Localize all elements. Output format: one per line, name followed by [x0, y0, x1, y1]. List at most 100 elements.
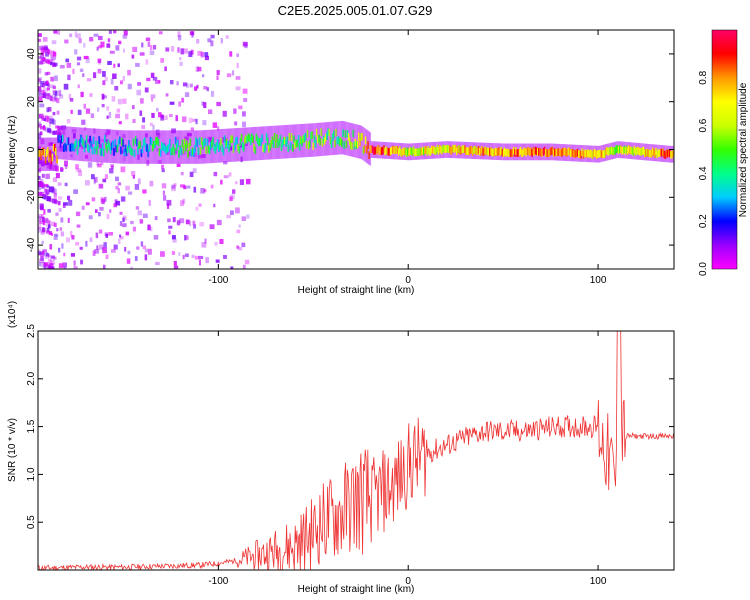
- spectrogram-noise-cell: [162, 195, 167, 201]
- spectrogram-noise-cell: [47, 83, 51, 88]
- spectrogram-noise-cell: [69, 33, 73, 38]
- spectrogram-noise-cell: [137, 210, 142, 216]
- spectrogram-noise-cell: [54, 97, 58, 101]
- spectrogram-noise-cell: [38, 181, 44, 188]
- spectrogram-noise-cell: [180, 200, 185, 207]
- spectrogram-ridge-cell: [158, 148, 161, 156]
- spectrogram-ridge-cell: [457, 145, 459, 154]
- spectrogram-noise-cell: [67, 195, 71, 201]
- spectrogram-noise-cell: [104, 132, 108, 137]
- spectrogram-noise-cell: [176, 220, 181, 225]
- spectrogram-noise-cell: [65, 164, 68, 170]
- spectrogram-noise-cell: [191, 254, 195, 259]
- spectrogram-ridge-cell: [96, 146, 98, 155]
- spectrogram-noise-cell: [230, 210, 234, 215]
- spectrogram-halo: [72, 126, 74, 161]
- spectrogram-ridge-cell: [69, 143, 72, 152]
- spectrogram-noise-cell: [46, 87, 51, 91]
- spectrogram-noise-cell: [41, 250, 45, 255]
- spectrogram-noise-cell: [108, 232, 113, 236]
- spectrogram-noise-cell: [47, 224, 51, 229]
- spectrogram-noise-cell: [160, 58, 165, 63]
- spectrogram-noise-cell: [202, 120, 207, 126]
- spectrogram-ridge-cell: [377, 144, 380, 153]
- spectrogram-ridge-cell: [42, 147, 45, 156]
- spectrogram-halo: [294, 124, 296, 158]
- spectrogram-noise-cell: [173, 260, 177, 266]
- spectrogram-ridge-cell: [143, 137, 146, 146]
- spectrogram-noise-cell: [78, 38, 82, 44]
- spectrogram-noise-cell: [51, 40, 57, 45]
- spectrogram-halo: [63, 126, 65, 160]
- spectrogram-ridge-cell: [370, 145, 373, 154]
- spectrogram-noise-cell: [89, 93, 93, 97]
- spectrogram-halo: [140, 130, 143, 164]
- spectrogram-ridge-cell: [503, 147, 506, 156]
- spectrogram-ridge-cell: [655, 147, 658, 156]
- spectrogram-ridge-cell: [280, 143, 283, 151]
- spectrogram-ridge-cell: [470, 145, 473, 154]
- spectrogram-ridge-cell: [114, 139, 117, 147]
- spectrogram-noise-cell: [151, 97, 154, 102]
- spectrogram-noise-cell: [152, 76, 158, 81]
- spectrogram-ridge-cell: [59, 139, 62, 148]
- spectrogram-ridge-cell: [53, 143, 56, 152]
- spectrogram-ridge-cell: [581, 148, 584, 157]
- spectrogram-ridge-cell: [273, 133, 276, 141]
- spectrogram-noise-cell: [101, 198, 105, 205]
- snr-frame: [37, 330, 675, 571]
- spectrogram-noise-cell: [217, 140, 221, 145]
- spectrogram-halo: [173, 130, 176, 164]
- spectrogram-halo: [174, 130, 177, 164]
- spectrogram-ridge-cell: [178, 150, 180, 158]
- spectrogram-noise-cell: [167, 218, 171, 223]
- spectrogram-ridge-cell: [429, 147, 432, 156]
- spectrogram-ridge-cell: [286, 136, 289, 145]
- spectrogram-noise-cell: [106, 213, 110, 220]
- spectrogram-ridge-cell: [360, 133, 363, 141]
- spectrogram-halo: [134, 130, 137, 164]
- spectrogram-noise-cell: [47, 128, 51, 133]
- spectrogram-ridge-cell: [482, 148, 485, 156]
- spectrogram-ridge-cell: [116, 144, 119, 153]
- spectrogram-noise-cell: [204, 52, 209, 57]
- spectrogram-noise-cell: [165, 47, 170, 52]
- spectrogram-noise-cell: [45, 253, 50, 257]
- spectrogram-noise-cell: [66, 62, 72, 68]
- spectrogram-noise-cell: [132, 119, 136, 124]
- spectrogram-halo: [254, 126, 257, 161]
- spectrogram-ridge-cell: [607, 148, 610, 156]
- spectrogram-ridge-cell: [129, 145, 131, 153]
- spectrogram-ridge-cell: [318, 134, 321, 143]
- spectrogram-halo: [118, 130, 121, 164]
- spectrogram-ridge-cell: [380, 147, 383, 156]
- spectrogram-noise-cell: [135, 206, 140, 210]
- spectrogram-noise-cell: [149, 122, 153, 127]
- spectrogram-ridge-cell: [411, 148, 414, 156]
- spectrogram-ridge-cell: [424, 146, 426, 155]
- spectrogram-ridge-cell: [620, 145, 622, 154]
- spectrogram-ridge-cell: [197, 147, 200, 156]
- spectrogram-ridge-cell: [200, 137, 203, 145]
- spectrogram-halo: [56, 137, 58, 172]
- spectrogram-ridge-cell: [430, 145, 433, 154]
- spectrogram-halo: [280, 125, 283, 159]
- spectrogram-halo: [220, 129, 222, 163]
- spectrogram-ridge-cell: [191, 147, 194, 156]
- spectrogram-halo: [159, 130, 162, 164]
- spectrogram-ridge-cell: [358, 132, 360, 141]
- spectrogram-ridge-cell: [563, 148, 565, 156]
- spectrogram-ridge-cell: [302, 135, 305, 144]
- spectrogram-ridge-cell: [623, 145, 626, 154]
- spectrogram-ridge-cell: [278, 138, 281, 147]
- spectrogram-ridge-cell: [66, 137, 69, 146]
- spectrogram-ridge-cell: [516, 149, 519, 157]
- spectrogram-noise-cell: [98, 212, 101, 217]
- spectrogram-noise-cell: [203, 189, 207, 193]
- spectrogram-halo: [255, 126, 258, 161]
- spectrogram-ridge-cell: [51, 153, 54, 162]
- spectrogram-noise-cell: [98, 229, 103, 234]
- spectrogram-noise-cell: [111, 96, 116, 102]
- spectrogram-noise-cell: [48, 197, 52, 203]
- spectrogram-noise-cell: [160, 251, 165, 257]
